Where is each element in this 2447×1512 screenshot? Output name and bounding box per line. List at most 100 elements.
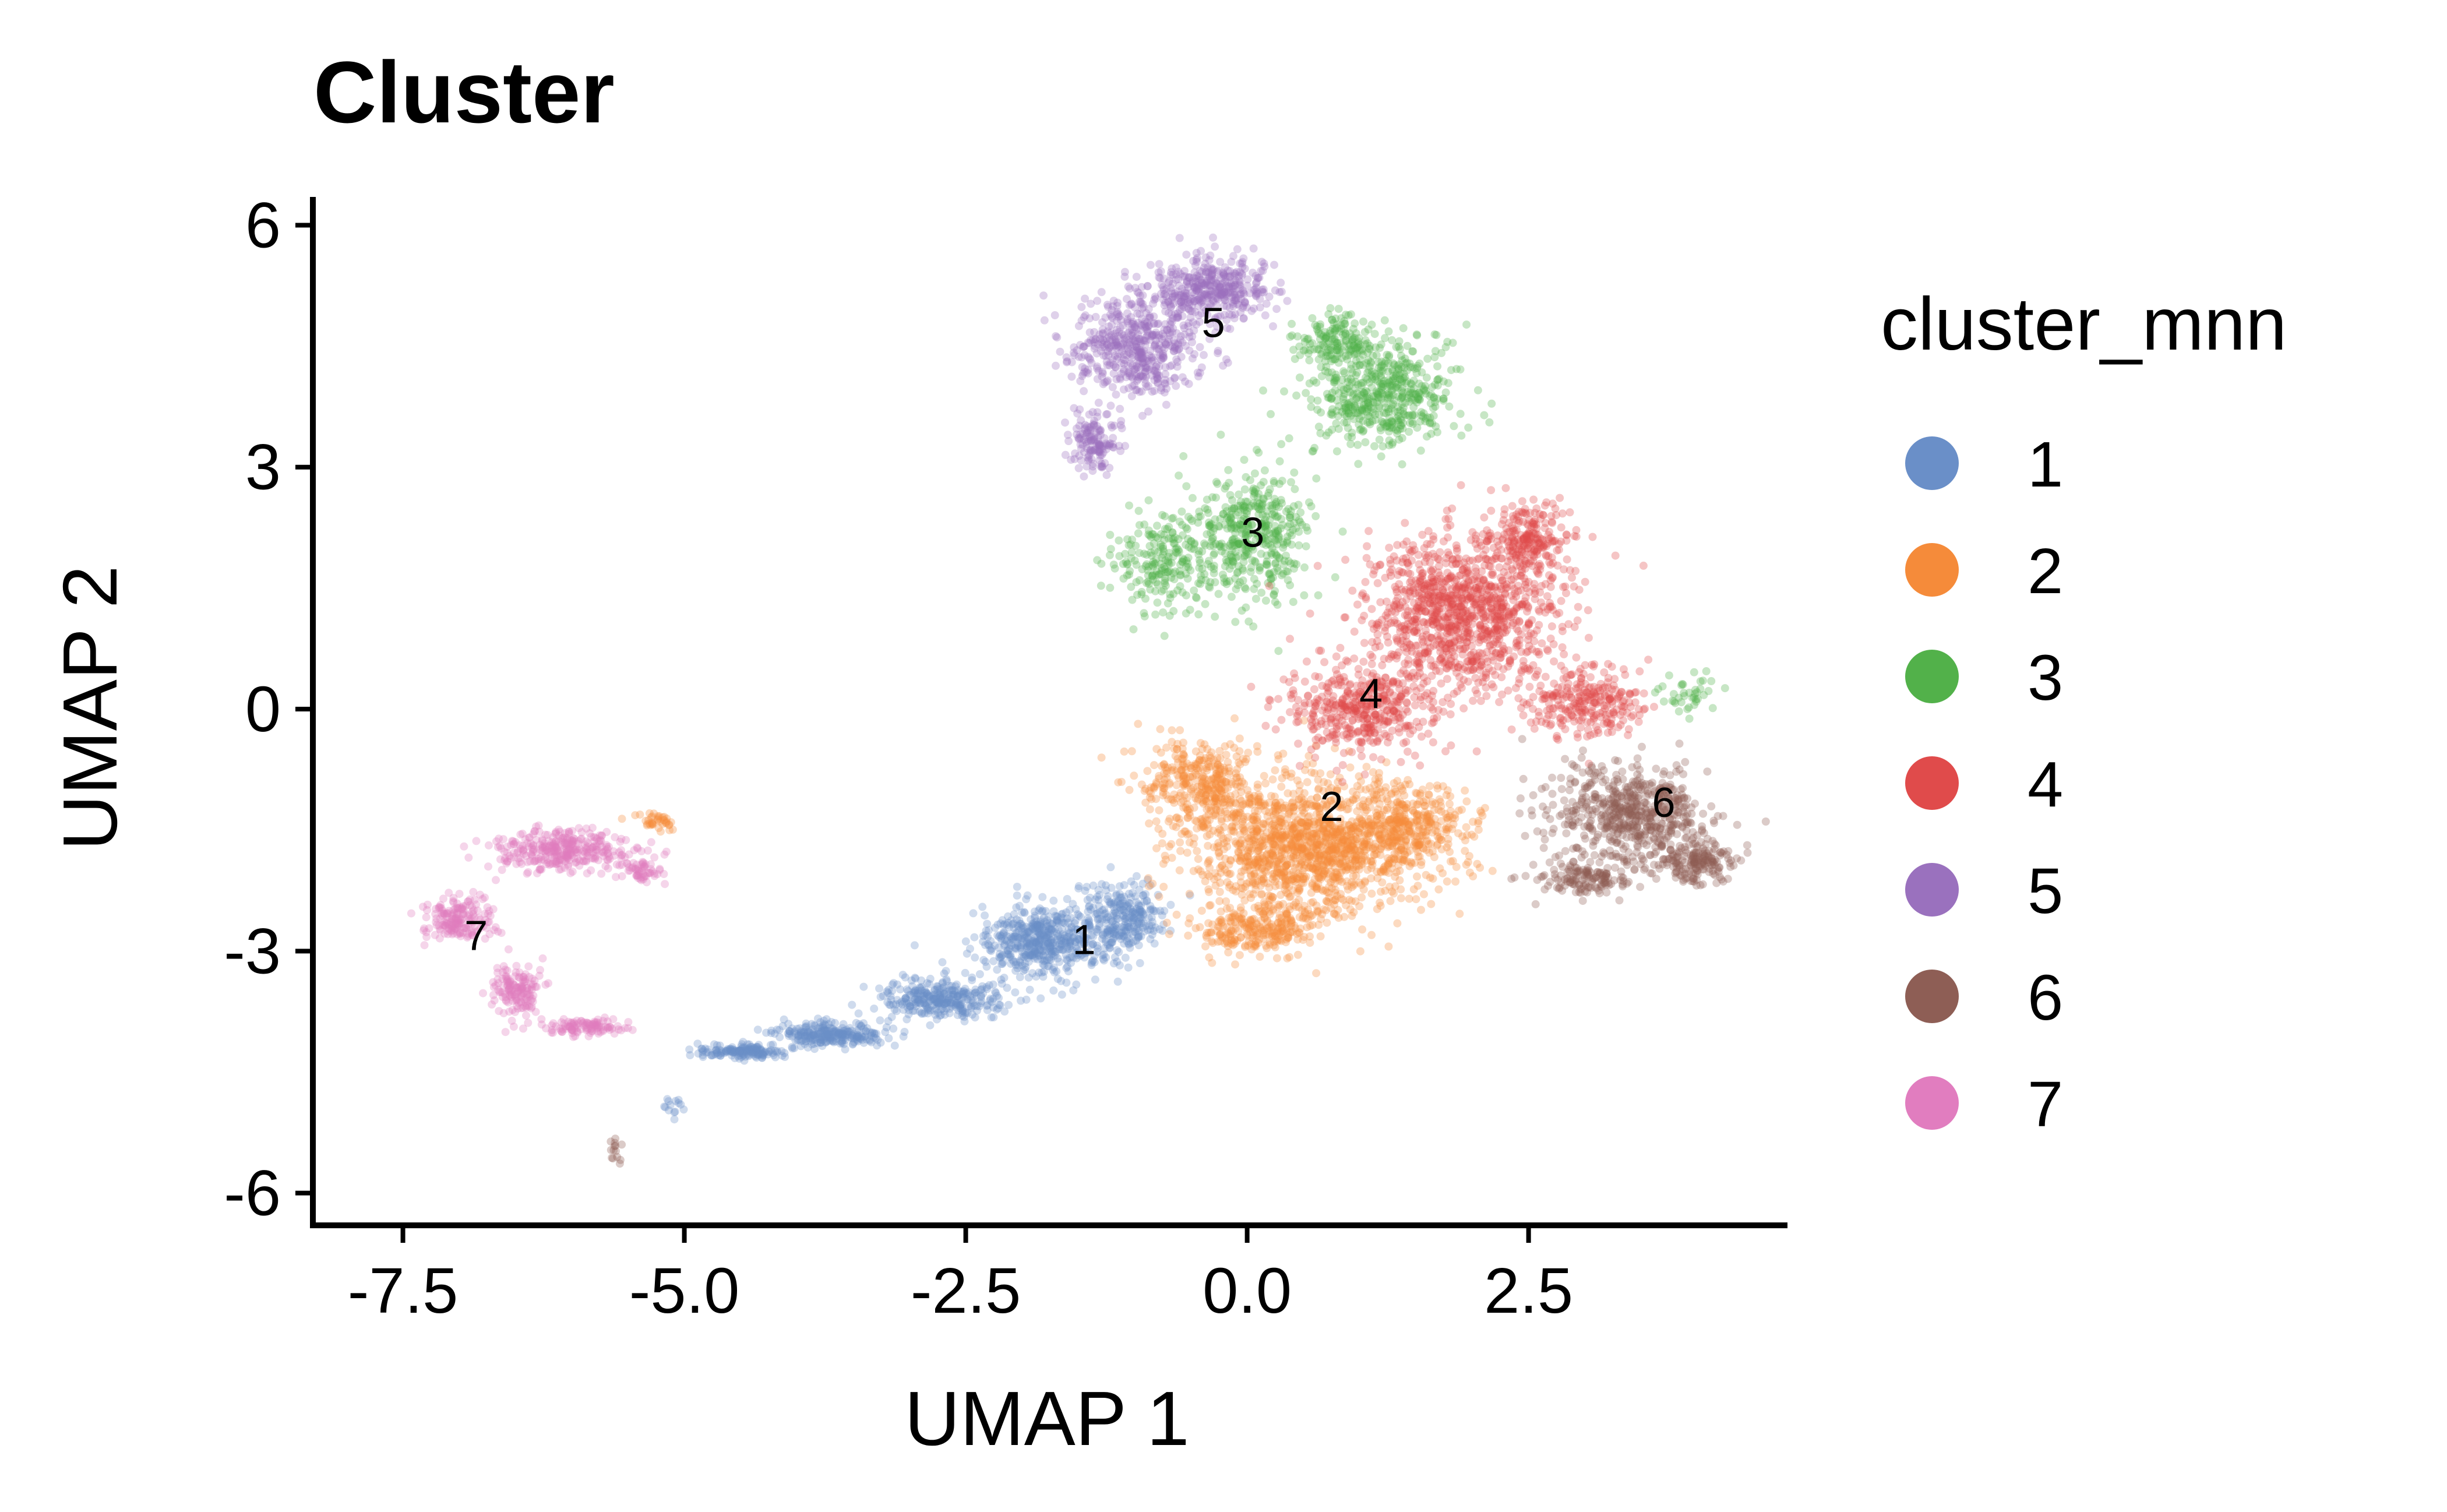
scatter-point — [1169, 822, 1177, 830]
scatter-point — [1383, 806, 1391, 815]
scatter-point — [1384, 327, 1393, 336]
scatter-point — [968, 973, 976, 982]
scatter-point — [822, 1037, 831, 1045]
scatter-point — [1204, 824, 1213, 833]
scatter-point — [911, 988, 919, 997]
scatter-point — [1018, 961, 1027, 970]
scatter-point — [1235, 777, 1243, 786]
scatter-point — [1378, 794, 1387, 803]
scatter-point — [1028, 947, 1037, 956]
scatter-point — [1050, 968, 1059, 977]
scatter-point — [1433, 822, 1442, 830]
scatter-point — [1187, 785, 1196, 794]
scatter-point — [1093, 944, 1102, 953]
scatter-point — [1095, 919, 1103, 928]
scatter-point — [1106, 583, 1115, 592]
scatter-point — [1014, 942, 1022, 950]
scatter-point — [998, 950, 1007, 959]
scatter-point — [1009, 936, 1017, 944]
scatter-point — [1035, 951, 1043, 960]
scatter-point — [892, 1007, 901, 1016]
scatter-point — [1041, 918, 1049, 926]
scatter-point — [1373, 821, 1382, 830]
scatter-point — [1062, 955, 1071, 964]
scatter-point — [1105, 943, 1114, 952]
scatter-point — [1011, 943, 1020, 952]
scatter-point — [1456, 365, 1465, 374]
scatter-point — [1059, 910, 1067, 918]
scatter-point — [1120, 747, 1129, 756]
scatter-point — [1147, 921, 1156, 930]
scatter-point — [1135, 908, 1144, 917]
scatter-point — [1038, 906, 1047, 915]
scatter-point — [1136, 959, 1144, 967]
scatter-point — [1018, 921, 1027, 930]
scatter-point — [1237, 607, 1246, 615]
scatter-point — [1423, 432, 1431, 441]
scatter-point — [1203, 870, 1212, 879]
scatter-point — [859, 982, 868, 991]
scatter-point — [1034, 951, 1043, 960]
scatter-point — [1231, 618, 1240, 626]
scatter-point — [1159, 791, 1168, 800]
scatter-point — [1057, 941, 1066, 950]
scatter-point — [1300, 591, 1309, 600]
scatter-point — [1039, 946, 1048, 955]
scatter-point — [1117, 893, 1126, 902]
scatter-point — [1079, 933, 1088, 942]
scatter-point — [1129, 908, 1137, 917]
scatter-point — [1243, 498, 1252, 506]
scatter-point — [796, 1037, 805, 1045]
scatter-point — [1030, 947, 1039, 956]
scatter-point — [987, 947, 996, 955]
scatter-point — [997, 960, 1006, 968]
scatter-point — [1283, 954, 1292, 963]
scatter-point — [1044, 933, 1053, 942]
scatter-point — [1303, 847, 1312, 855]
scatter-point — [1053, 912, 1062, 921]
scatter-point — [1246, 568, 1255, 576]
scatter-point — [1288, 798, 1297, 806]
scatter-point — [1393, 919, 1402, 928]
scatter-point — [1017, 919, 1025, 928]
scatter-point — [848, 1000, 856, 1009]
scatter-point — [1049, 933, 1057, 942]
scatter-point — [1009, 957, 1018, 966]
scatter-point — [1063, 963, 1071, 971]
scatter-point — [1406, 389, 1415, 397]
scatter-point — [1031, 926, 1039, 935]
scatter-point — [1064, 967, 1073, 976]
scatter-point — [1117, 928, 1126, 937]
scatter-point — [1039, 957, 1048, 965]
scatter-point — [1021, 963, 1030, 971]
scatter-point — [1151, 610, 1160, 619]
scatter-point — [1480, 411, 1489, 420]
scatter-point — [1396, 782, 1405, 791]
scatter-point — [1071, 905, 1080, 914]
scatter-point — [997, 975, 1006, 984]
scatter-point — [1010, 924, 1018, 932]
scatter-point — [1260, 771, 1268, 780]
scatter-point — [780, 1015, 788, 1024]
scatter-point — [1049, 896, 1058, 905]
scatter-point — [1428, 383, 1437, 392]
scatter-point — [1107, 926, 1116, 935]
scatter-point — [1051, 941, 1060, 950]
scatter-point — [1373, 868, 1381, 876]
scatter-point — [1042, 931, 1050, 939]
scatter-point — [1043, 956, 1052, 964]
scatter-point — [1027, 951, 1035, 960]
scatter-point — [766, 1041, 775, 1049]
scatter-point — [1249, 622, 1258, 631]
scatter-point — [1396, 425, 1404, 433]
scatter-points — [407, 233, 1770, 1168]
scatter-point — [1018, 947, 1027, 956]
scatter-point — [1273, 863, 1282, 872]
scatter-point — [1057, 937, 1066, 945]
scatter-point — [926, 974, 935, 983]
scatter-point — [1018, 908, 1027, 917]
scatter-point — [1045, 962, 1053, 971]
scatter-point — [1106, 531, 1115, 539]
scatter-point — [1295, 885, 1304, 894]
scatter-point — [1046, 925, 1055, 933]
